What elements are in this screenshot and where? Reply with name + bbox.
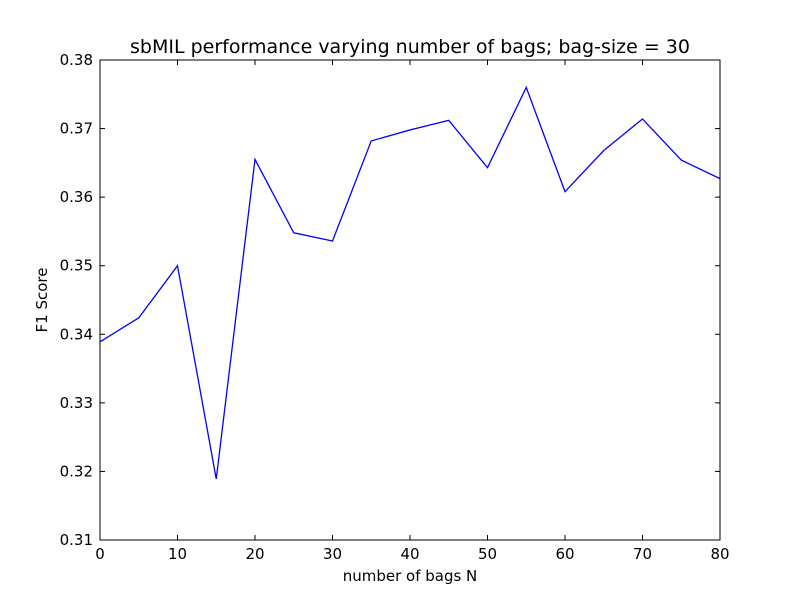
axis-ticks: 0 10 20 30 40 50 60 70 80 0.31 0.32 0.33 0.34 0.35 0.3… (60, 51, 730, 563)
y-tick-label: 0.35 (60, 257, 93, 275)
y-tick-label: 0.34 (60, 325, 93, 343)
x-tick-label: 20 (245, 545, 264, 563)
y-tick-label: 0.37 (60, 120, 93, 138)
x-tick-label: 40 (400, 545, 419, 563)
x-tick-label: 60 (555, 545, 574, 563)
chart-title: sbMIL performance varying number of bags… (130, 36, 690, 58)
x-axis-label: number of bags N (343, 567, 478, 585)
x-tick-label: 30 (323, 545, 342, 563)
y-tick-label: 0.31 (60, 531, 93, 549)
x-tick-label: 70 (633, 545, 652, 563)
y-tick-label: 0.33 (60, 394, 93, 412)
x-tick-label: 50 (478, 545, 497, 563)
y-tick-label: 0.38 (60, 51, 93, 69)
y-tick-label: 0.36 (60, 188, 93, 206)
series-line-0 (99, 85, 721, 480)
y-axis-label: F1 Score (33, 268, 51, 333)
x-tick-label: 0 (95, 545, 105, 563)
x-tick-label: 10 (168, 545, 187, 563)
y-tick-label: 0.32 (60, 462, 93, 480)
x-tick-label: 80 (710, 545, 729, 563)
